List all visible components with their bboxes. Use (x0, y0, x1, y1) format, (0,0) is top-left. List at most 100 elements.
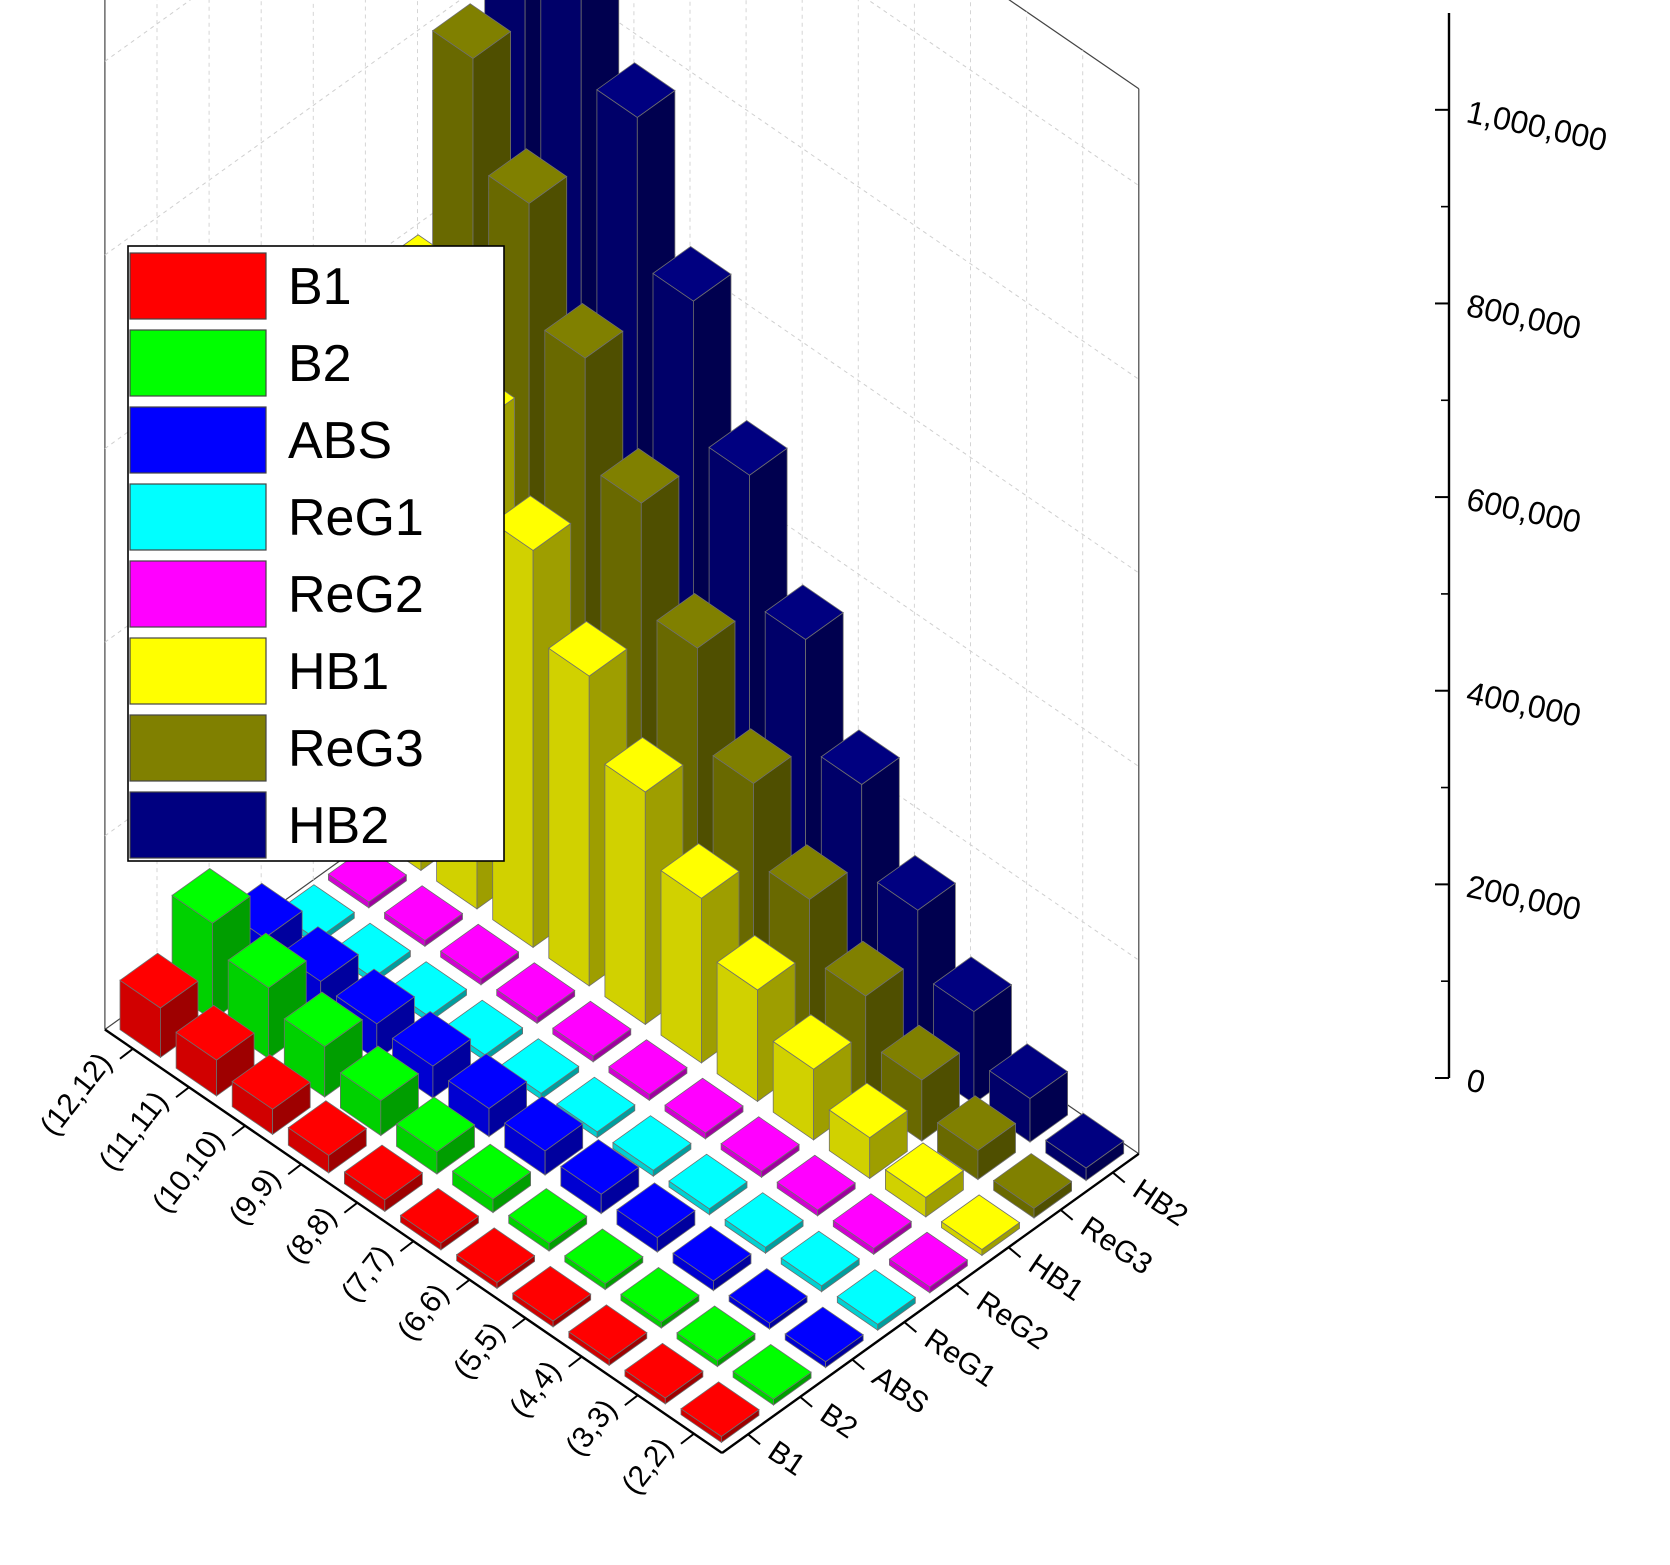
bar-face-top (884, 1142, 965, 1198)
bar-face-top (431, 3, 512, 59)
category-tick-label: (10,10) (146, 1124, 231, 1219)
bar (720, 1116, 800, 1179)
bar (343, 1144, 424, 1213)
bar-face-top (616, 1182, 696, 1239)
bar (616, 1182, 696, 1253)
bar (716, 934, 796, 1103)
bar-face-top (992, 1153, 1073, 1209)
bar-face-top (672, 1225, 752, 1282)
bar (1045, 1112, 1125, 1182)
series-tick-label: ReG2 (971, 1285, 1054, 1356)
legend-label: HB2 (288, 797, 389, 855)
series-axis (721, 1152, 1140, 1454)
category-tick (399, 1240, 415, 1253)
bar (832, 1193, 912, 1256)
bar-face-top (447, 1053, 528, 1109)
bar-face-top (612, 1115, 692, 1171)
bar-face-top (335, 968, 416, 1025)
bar (664, 1077, 744, 1140)
bar-face-top (876, 855, 957, 911)
legend-swatch (129, 791, 267, 859)
bar-face-top (287, 1100, 367, 1156)
category-tick-label: (12,12) (34, 1047, 119, 1142)
bar-face-top (708, 420, 788, 476)
category-tick (624, 1394, 639, 1407)
bar (624, 1342, 704, 1405)
bar-face-top (508, 1188, 588, 1244)
bar-face-top (680, 1381, 760, 1437)
bar-face-top (171, 868, 251, 924)
bar-face-left (604, 763, 646, 1026)
bar-face-top (343, 1144, 424, 1201)
bar (395, 1096, 476, 1175)
category-tick-label: (9,9) (223, 1162, 287, 1231)
bar-face-top (492, 495, 572, 551)
legend: B1 B2 ABS ReG1 ReG2 HB1 ReG3 HB2 (127, 245, 505, 862)
bar (608, 1039, 688, 1102)
bar-face-top (568, 1304, 648, 1360)
bar (836, 1269, 916, 1331)
bar-face-top (728, 1268, 808, 1324)
bar (780, 1230, 860, 1293)
bar (512, 1265, 592, 1328)
series-tick (851, 1358, 865, 1371)
bar-face-top (1045, 1112, 1125, 1169)
series-tick-label: ReG1 (918, 1323, 1001, 1394)
bar (439, 923, 520, 986)
bar-face-top (776, 1154, 856, 1211)
bar (992, 1153, 1073, 1219)
bar-face-top (668, 1153, 748, 1210)
category-tick (287, 1163, 302, 1176)
bar (283, 991, 363, 1098)
bar-face-top (720, 1116, 800, 1172)
bar-face-top (764, 584, 844, 640)
bar-face-top (624, 1342, 704, 1399)
bar-face-top (676, 1305, 756, 1362)
series-tick-label: HB1 (1023, 1248, 1090, 1308)
category-tick (119, 1047, 134, 1060)
legend-swatch (129, 406, 267, 474)
bar-face-top (828, 1082, 908, 1139)
series-tick (903, 1321, 917, 1333)
bar (776, 1154, 856, 1217)
bar-face-top (656, 593, 736, 649)
bar (564, 1228, 644, 1291)
bar-face-top (504, 1095, 584, 1152)
bar-face-top (391, 1011, 472, 1067)
category-tick (680, 1432, 695, 1445)
bar (231, 1054, 311, 1136)
bar-face-top (832, 1193, 912, 1249)
bar (447, 1053, 528, 1138)
bar-face-top (932, 956, 1013, 1013)
bar-face-top (383, 885, 464, 941)
category-tick (568, 1355, 583, 1368)
series-tick (799, 1396, 813, 1408)
bar (728, 1268, 808, 1330)
z-gridline (104, 0, 1140, 380)
bar-face-top (772, 1014, 852, 1070)
bar-face-top (880, 1024, 961, 1081)
bar-face-top (496, 962, 576, 1018)
bar-face-top (620, 1267, 700, 1323)
frame-edge (1008, 0, 1140, 90)
category-tick-label: (3,3) (559, 1393, 623, 1462)
z-tick-label: 400,000 (1464, 674, 1585, 733)
series-tick (1112, 1171, 1126, 1184)
bar-face-top (512, 1265, 592, 1322)
bar-face-top (339, 1045, 420, 1102)
bar (724, 1192, 804, 1254)
category-tick (231, 1124, 246, 1137)
bar (119, 952, 199, 1059)
bar (888, 1231, 969, 1294)
category-tick-label: (7,7) (335, 1239, 399, 1308)
bar-face-top (712, 728, 792, 784)
series-tick (747, 1433, 761, 1446)
legend-label: B2 (288, 335, 352, 393)
bar-face-top (455, 1227, 536, 1283)
category-tick-label: (11,11) (93, 1085, 175, 1177)
legend-swatch (129, 714, 267, 782)
bar-face-top (175, 1004, 255, 1061)
bar-face-top (716, 934, 796, 991)
bar-face-top (600, 448, 680, 504)
